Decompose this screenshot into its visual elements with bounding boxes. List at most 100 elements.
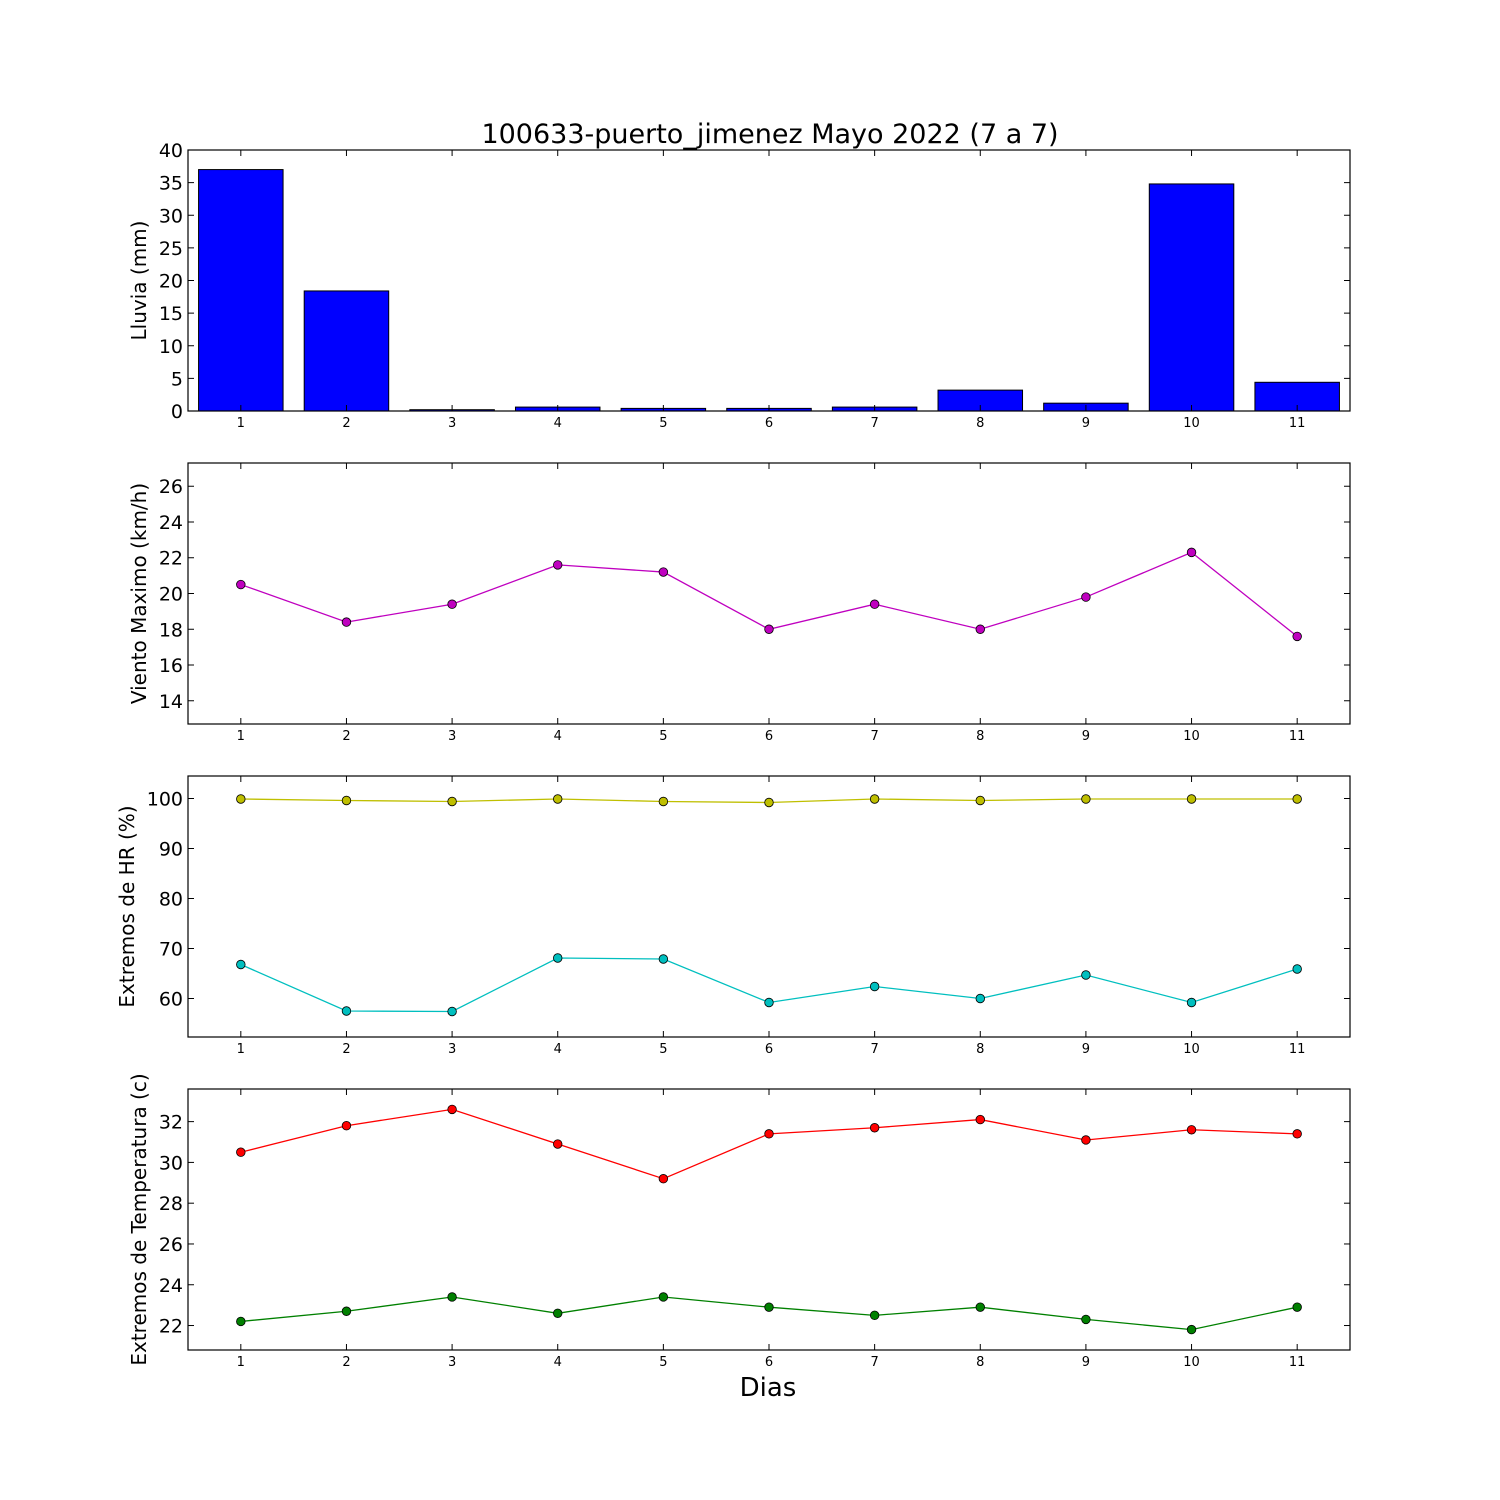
point-temperatura-0-day-3 [447, 1104, 457, 1115]
x-tick-label: 9 [1082, 1042, 1090, 1057]
plot-frame-lluvia [187, 149, 1351, 412]
x-tick-label: 9 [1082, 416, 1090, 431]
x-tick-label: 6 [765, 416, 773, 431]
x-tick-label: 3 [448, 416, 456, 431]
point-temperatura-1-day-11 [1292, 1302, 1302, 1312]
y-tick-label: 24 [159, 1275, 183, 1297]
y-axis-label-viento: Viento Maximo (km/h) [127, 483, 151, 704]
bar-day-10 [1148, 183, 1235, 412]
point-temperatura-0-day-11 [1292, 1129, 1302, 1139]
point-humedad-0-day-6 [764, 797, 774, 808]
x-tick-label: 8 [976, 1355, 984, 1370]
point-humedad-0-day-8 [975, 795, 985, 806]
x-tick-label: 7 [870, 1042, 878, 1057]
y-tick-label: 25 [159, 238, 183, 260]
point-humedad-0-day-7 [869, 794, 880, 804]
point-humedad-0-day-1 [236, 794, 246, 804]
point-viento-0-day-10 [1186, 547, 1197, 558]
bar-day-2 [303, 290, 390, 412]
x-tick-label: 10 [1183, 1042, 1200, 1057]
bar-day-1 [198, 169, 284, 412]
panel-viento: 1 2 3 4 5 6 7 8 9 10 11 14 16 18 20 22 24 26 Viento Maximo… [127, 462, 1351, 744]
x-tick-label: 5 [659, 729, 667, 744]
y-tick-label: 35 [159, 173, 183, 195]
y-tick-label: 14 [159, 691, 183, 713]
x-tick-label: 4 [554, 729, 562, 744]
point-viento-0-day-5 [658, 567, 669, 577]
point-temperatura-1-day-10 [1186, 1324, 1197, 1335]
x-tick-label: 2 [342, 1042, 350, 1057]
y-tick-label: 16 [159, 655, 183, 677]
y-tick-label: 22 [159, 548, 183, 570]
y-tick-label: 0 [171, 401, 183, 423]
x-tick-label: 8 [976, 1042, 984, 1057]
x-tick-label: 2 [342, 729, 350, 744]
y-tick-label: 20 [159, 584, 183, 606]
x-tick-label: 10 [1183, 1355, 1200, 1370]
point-humedad-0-day-4 [553, 794, 563, 804]
y-tick-label: 30 [159, 1152, 183, 1174]
y-tick-label: 90 [159, 839, 183, 861]
point-temperatura-1-day-4 [553, 1308, 563, 1318]
figure-title: 100633-puerto_jimenez Mayo 2022 (7 a 7) [481, 119, 1058, 150]
plot-frame-temperatura [187, 1088, 1351, 1351]
y-tick-label: 26 [159, 476, 183, 498]
point-humedad-0-day-5 [658, 796, 669, 807]
point-humedad-0-day-9 [1081, 794, 1091, 804]
point-temperatura-0-day-5 [658, 1174, 669, 1184]
point-viento-0-day-3 [447, 599, 457, 609]
y-tick-label: 20 [159, 271, 183, 293]
point-viento-0-day-1 [236, 579, 246, 590]
x-tick-label: 5 [659, 1042, 667, 1057]
x-tick-label: 1 [237, 1042, 245, 1057]
x-tick-label: 1 [237, 729, 245, 744]
x-tick-label: 4 [554, 1355, 562, 1370]
y-tick-label: 32 [159, 1112, 183, 1134]
point-viento-0-day-11 [1292, 631, 1302, 642]
point-humedad-1-day-9 [1081, 970, 1091, 980]
x-tick-label: 2 [342, 1355, 350, 1370]
y-tick-label: 80 [159, 889, 183, 911]
point-viento-0-day-8 [975, 624, 985, 634]
point-humedad-1-day-1 [236, 959, 246, 970]
x-tick-label: 11 [1289, 1042, 1306, 1057]
y-axis-label-humedad: Extremos de HR (%) [115, 805, 139, 1007]
x-tick-label: 6 [765, 1042, 773, 1057]
x-axis-label: Dias [740, 1373, 797, 1403]
x-tick-label: 5 [659, 1355, 667, 1370]
point-temperatura-0-day-6 [764, 1129, 774, 1139]
point-humedad-0-day-11 [1292, 794, 1302, 804]
point-temperatura-0-day-2 [341, 1121, 352, 1131]
point-humedad-1-day-2 [341, 1006, 352, 1016]
y-tick-label: 28 [159, 1193, 183, 1215]
y-tick-label: 26 [159, 1234, 183, 1256]
point-temperatura-0-day-7 [869, 1123, 880, 1133]
point-viento-0-day-9 [1081, 592, 1091, 602]
point-humedad-1-day-7 [869, 981, 880, 992]
point-temperatura-1-day-2 [341, 1306, 352, 1316]
plot-area-viento [188, 463, 1350, 724]
x-tick-label: 7 [870, 729, 878, 744]
y-tick-label: 10 [159, 336, 183, 358]
point-temperatura-0-day-10 [1186, 1125, 1197, 1135]
y-tick-label: 5 [171, 368, 183, 390]
point-viento-0-day-7 [869, 599, 880, 609]
point-temperatura-1-day-9 [1081, 1314, 1091, 1325]
x-tick-label: 6 [765, 1355, 773, 1370]
point-temperatura-1-day-8 [975, 1302, 985, 1312]
x-tick-label: 8 [976, 729, 984, 744]
point-humedad-1-day-10 [1186, 997, 1197, 1008]
x-tick-label: 4 [554, 1042, 562, 1057]
panel-temperatura: 1 2 3 4 5 6 7 8 9 10 11 22 24 26 28 30 32 Extremos de Tem… [127, 1073, 1351, 1370]
x-tick-label: 3 [448, 1355, 456, 1370]
point-humedad-1-day-8 [975, 993, 985, 1004]
x-tick-label: 10 [1183, 729, 1200, 744]
point-viento-0-day-2 [341, 617, 352, 627]
point-humedad-0-day-2 [341, 795, 352, 806]
panel-humedad: 1 2 3 4 5 6 7 8 9 10 11 60 70 80 90 100 Extremos de HR (… [115, 775, 1351, 1057]
x-tick-label: 9 [1082, 729, 1090, 744]
y-tick-label: 22 [159, 1316, 183, 1338]
point-humedad-1-day-3 [447, 1006, 457, 1017]
